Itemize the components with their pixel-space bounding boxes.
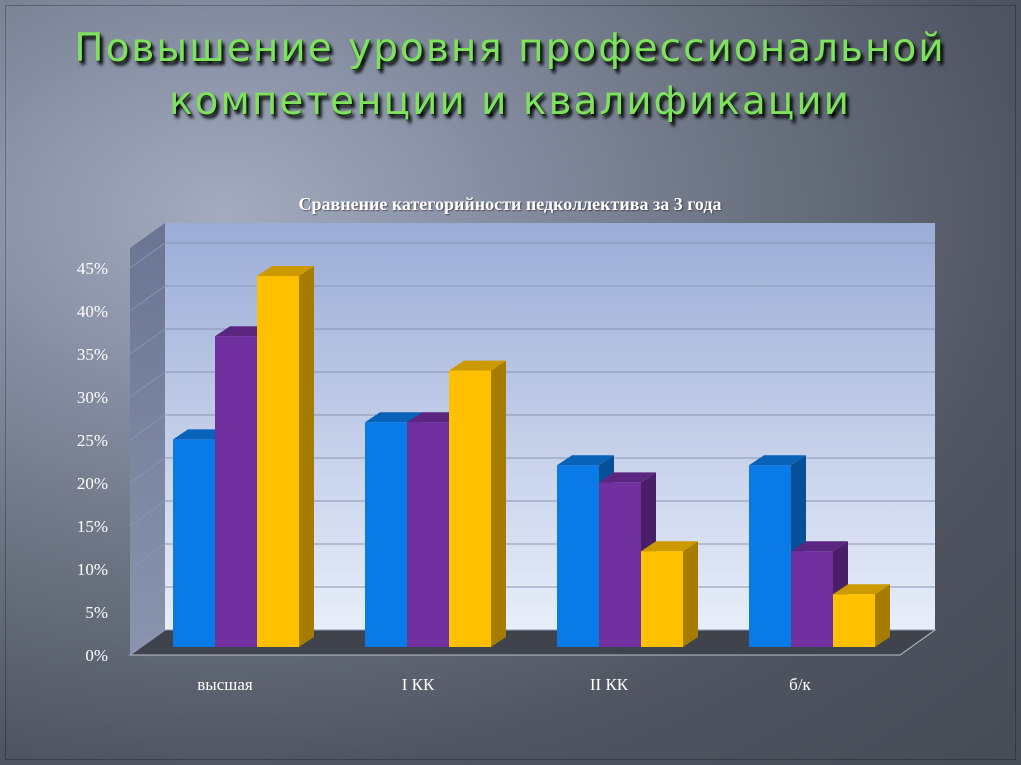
- y-tick-label: 10%: [77, 560, 108, 579]
- bar-front: [749, 465, 791, 647]
- y-tick-label: 40%: [77, 302, 108, 321]
- x-axis-labels: высшая I КК II КК б/к: [197, 675, 811, 694]
- y-tick-label: 0%: [85, 646, 108, 665]
- bar-front: [641, 551, 683, 647]
- bar-top: [791, 541, 848, 552]
- bar-top: [833, 584, 890, 595]
- bar-top: [557, 455, 614, 466]
- bar-front: [833, 594, 875, 647]
- bar: [257, 266, 314, 647]
- chart-bars: [173, 266, 890, 647]
- x-tick-label: б/к: [789, 675, 811, 694]
- gridline-side: [129, 285, 166, 312]
- bar-front: [407, 422, 449, 647]
- x-tick-label: II КК: [590, 675, 629, 694]
- bar: [641, 541, 698, 647]
- y-tick-label: 25%: [77, 431, 108, 450]
- y-tick-label: 30%: [77, 388, 108, 407]
- bar-side: [875, 584, 890, 647]
- y-tick-label: 15%: [77, 517, 108, 536]
- gridline-side: [129, 242, 166, 269]
- gridline-side: [129, 586, 166, 613]
- bar-side: [491, 360, 506, 647]
- gridline-side: [129, 414, 166, 441]
- bar: [791, 541, 848, 647]
- bar: [449, 360, 506, 647]
- bar-front: [365, 422, 407, 647]
- y-tick-label: 35%: [77, 345, 108, 364]
- gridline-side: [129, 543, 166, 570]
- y-tick-label: 20%: [77, 474, 108, 493]
- bar-top: [257, 266, 314, 276]
- bar-front: [173, 439, 215, 647]
- gridline-side: [129, 371, 166, 398]
- bar-top: [365, 412, 422, 423]
- bar-front: [557, 465, 599, 647]
- bar-top: [749, 455, 806, 466]
- gridline-side: [129, 500, 166, 527]
- x-tick-label: I КК: [402, 675, 435, 694]
- gridline-side: [129, 457, 166, 484]
- gridline-side: [129, 629, 166, 656]
- bar-top: [599, 472, 656, 483]
- bar-front: [599, 482, 641, 647]
- gridline-side: [129, 328, 166, 355]
- bar-front: [257, 276, 299, 647]
- bar-top: [449, 360, 506, 371]
- bar: [833, 584, 890, 647]
- y-tick-label: 5%: [85, 603, 108, 622]
- bar-front: [215, 336, 257, 647]
- bar-top: [641, 541, 698, 552]
- y-tick-label: 45%: [77, 259, 108, 278]
- y-axis-ticks: 0% 5% 10% 15% 20% 25% 30% 35% 40% 45%: [77, 259, 108, 665]
- bar-front: [449, 370, 491, 647]
- chart-side-wall: [130, 223, 165, 655]
- chart-title: Сравнение категорийности педколлектива з…: [298, 194, 722, 214]
- bar-side: [683, 541, 698, 647]
- slide-title: Повышение уровня профессиональной компет…: [74, 26, 946, 124]
- bar-front: [791, 551, 833, 647]
- x-tick-label: высшая: [197, 675, 253, 694]
- bar-side: [299, 266, 314, 647]
